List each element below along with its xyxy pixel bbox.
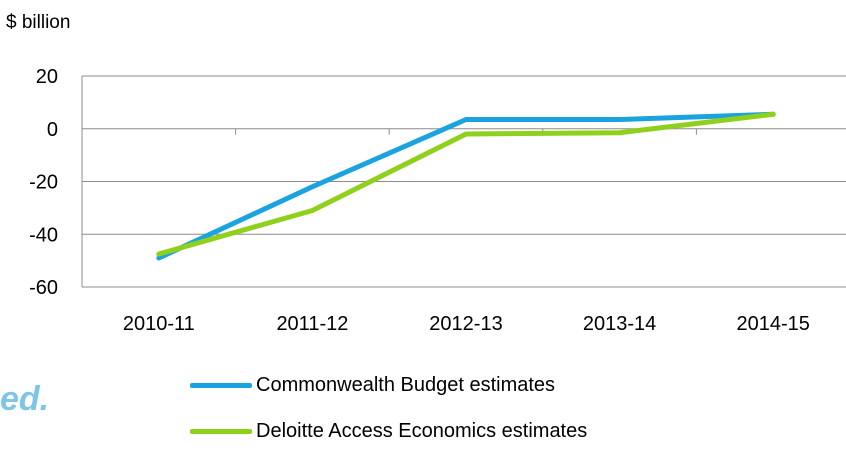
x-tick-label-3: 2013-14 — [583, 313, 656, 335]
y-tick-label-3: -40 — [29, 224, 58, 246]
line-chart: 20 0 -20 -40 -60 2010-11 2011-12 2012-13 2013-1… — [29, 66, 846, 335]
x-tick-label-1: 2011-12 — [276, 313, 348, 335]
watermark-text: ed. — [0, 380, 50, 418]
y-tick-label-2: -20 — [29, 172, 58, 194]
y-tick-labels: 20 0 -20 -40 -60 — [29, 66, 58, 299]
x-tick-labels: 2010-11 2011-12 2012-13 2013-14 2014-15 — [123, 313, 810, 335]
legend-item-commonwealth: Commonwealth Budget estimates — [190, 362, 587, 408]
gridlines — [81, 75, 846, 288]
series-lines — [156, 111, 776, 261]
legend: Commonwealth Budget estimates Deloitte A… — [190, 362, 587, 454]
legend-item-deloitte: Deloitte Access Economics estimates — [190, 408, 587, 454]
legend-label-commonwealth: Commonwealth Budget estimates — [256, 373, 556, 396]
x-tick-label-4: 2014-15 — [736, 313, 809, 335]
y-tick-label-0: 20 — [36, 66, 58, 88]
series-line-0 — [156, 111, 776, 261]
legend-swatch-commonwealth — [190, 382, 252, 388]
y-tick-label-1: 0 — [47, 119, 58, 141]
series-line-1 — [156, 111, 776, 257]
legend-label-deloitte: Deloitte Access Economics estimates — [256, 419, 588, 442]
x-tick-label-2: 2012-13 — [429, 313, 502, 335]
y-tick-label-4: -60 — [29, 277, 58, 299]
legend-swatch-deloitte — [190, 428, 252, 434]
y-axis-label: $ billion — [6, 12, 71, 33]
x-tick-label-0: 2010-11 — [123, 313, 195, 335]
